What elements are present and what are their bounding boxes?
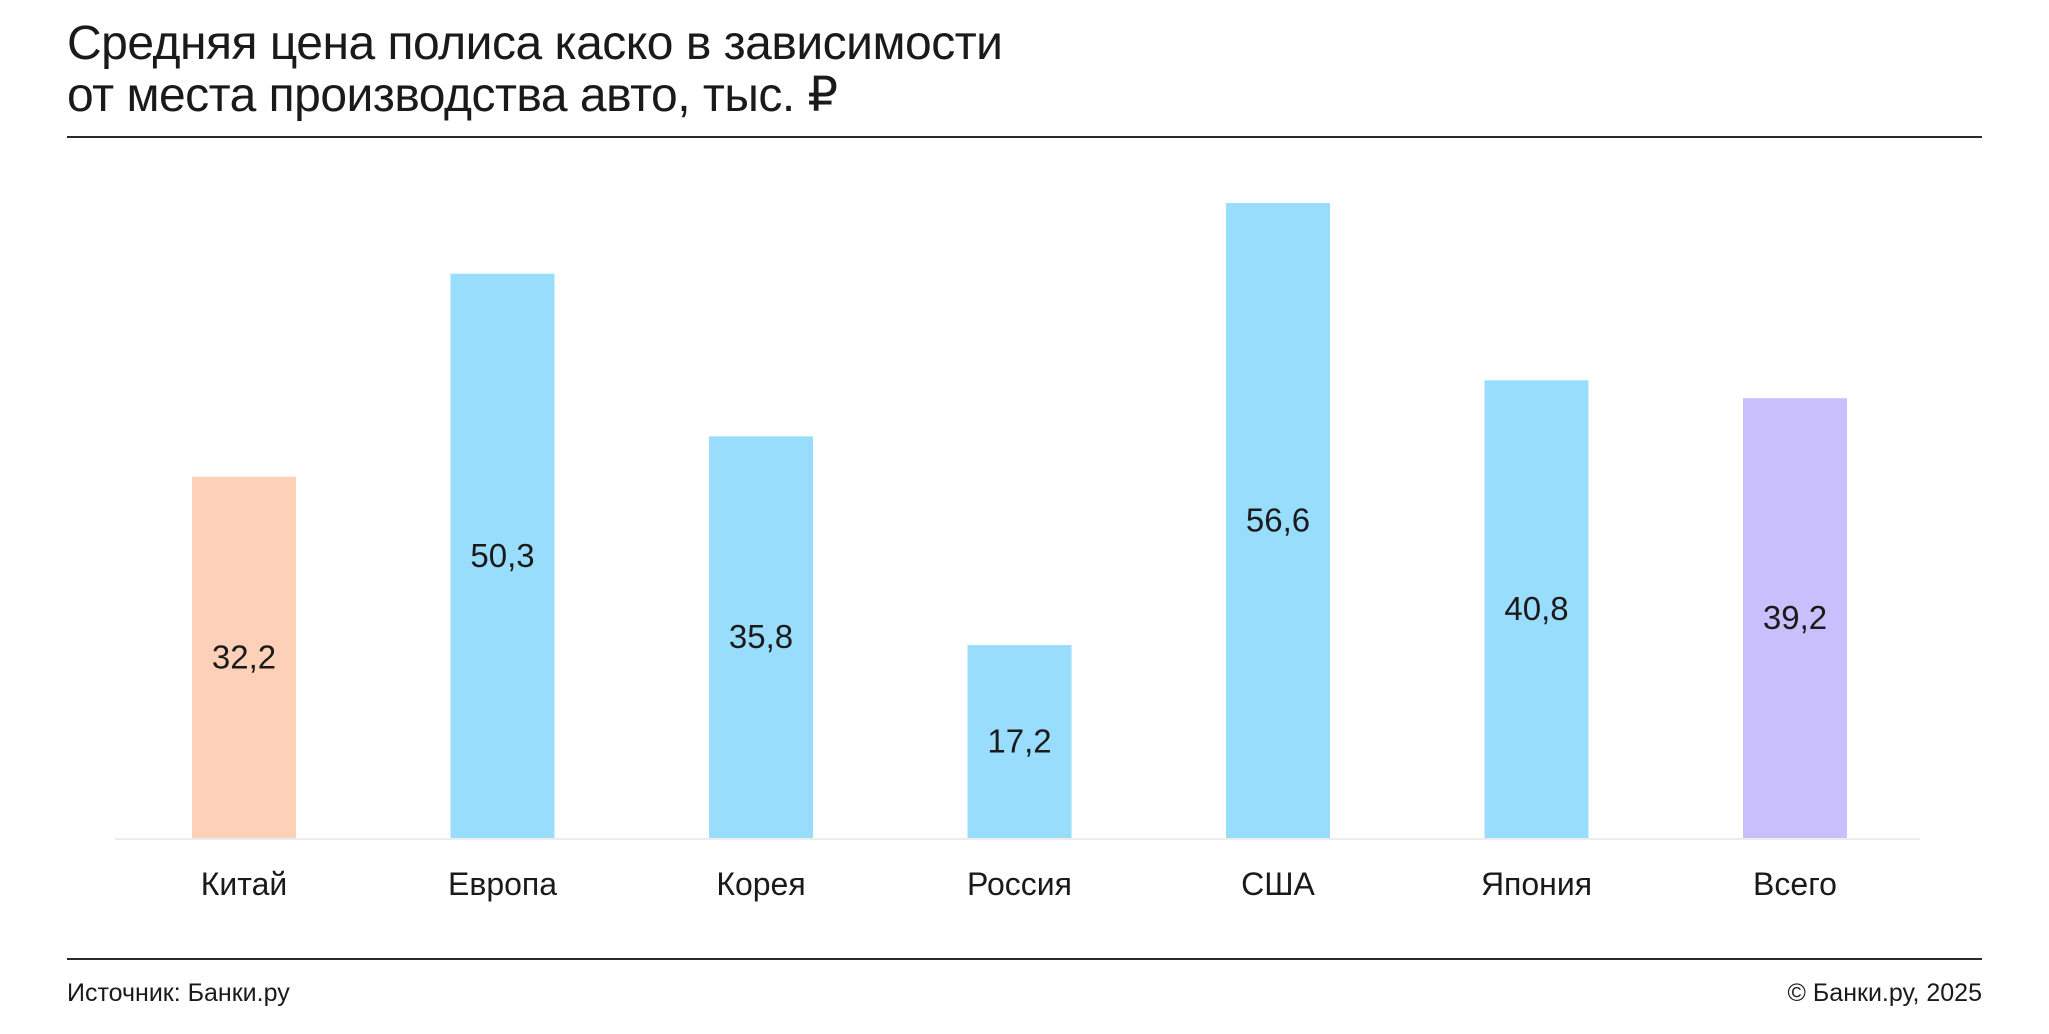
category-label-4: Россия — [967, 866, 1072, 902]
bar-1 — [192, 476, 296, 838]
value-label-6: 40,8 — [1504, 590, 1568, 627]
bar-3 — [709, 436, 813, 838]
value-label-1: 32,2 — [212, 638, 276, 675]
category-label-7: Всего — [1753, 866, 1837, 902]
chart-title: Средняя цена полиса каско в зависимости … — [67, 18, 1467, 122]
source-note: Источник: Банки.ру — [67, 979, 290, 1007]
category-label-5: США — [1241, 866, 1315, 902]
value-label-2: 50,3 — [470, 537, 534, 574]
value-label-3: 35,8 — [729, 618, 793, 655]
bars-group — [192, 203, 1847, 839]
value-label-7: 39,2 — [1763, 599, 1827, 636]
bar-chart: 32,2 50,3 35,8 17,2 56,6 40,8 39,2 Китай Европа… — [115, 203, 1920, 902]
category-label-1: Китай — [201, 866, 287, 902]
bar-5 — [1226, 203, 1330, 838]
bar-2 — [450, 273, 555, 839]
value-label-5: 56,6 — [1246, 502, 1310, 539]
bar-7 — [1743, 398, 1847, 838]
bottom-divider — [67, 958, 1982, 960]
category-label-6: Япония — [1481, 866, 1592, 902]
value-label-4: 17,2 — [987, 723, 1051, 760]
category-label-2: Европа — [448, 866, 557, 902]
category-labels-group: Китай Европа Корея Россия США Япония Всего — [201, 866, 1837, 902]
top-divider — [67, 136, 1982, 138]
bar-4 — [967, 645, 1072, 838]
chart-title-line-2: от места производства авто, тыс. ₽ — [67, 69, 838, 122]
value-labels-group: 32,2 50,3 35,8 17,2 56,6 40,8 39,2 — [212, 502, 1827, 760]
chart-title-line-1: Средняя цена полиса каско в зависимости — [67, 17, 1003, 70]
copyright-note: © Банки.ру, 2025 — [1787, 979, 1982, 1007]
bar-6 — [1484, 380, 1589, 838]
category-label-3: Корея — [716, 866, 805, 902]
